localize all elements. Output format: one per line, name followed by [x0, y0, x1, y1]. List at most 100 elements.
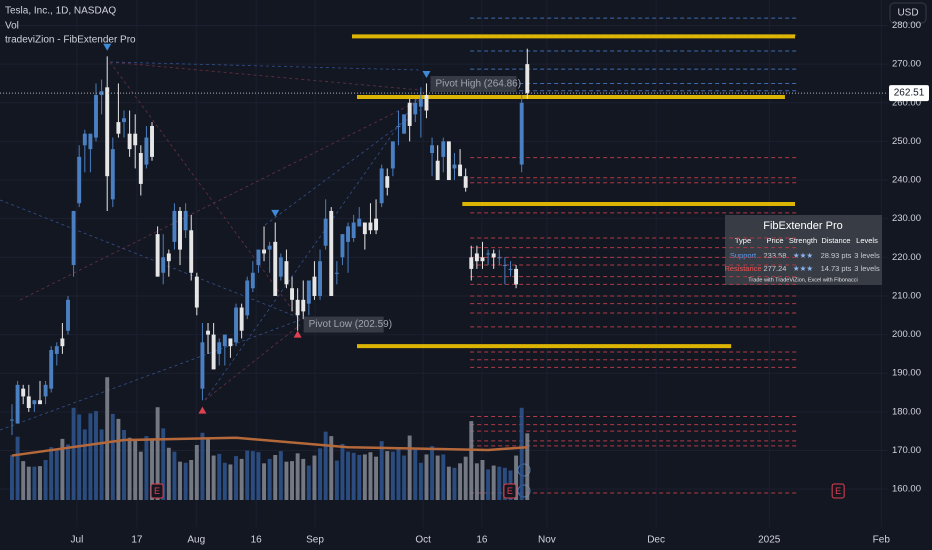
volume-bar — [60, 438, 65, 500]
candle-body — [172, 210, 177, 242]
volume-bar — [206, 439, 210, 500]
candle-body — [368, 222, 373, 231]
volume-bar — [222, 462, 227, 500]
candle-body — [480, 257, 485, 262]
event-label: E — [507, 486, 513, 496]
candle-body — [127, 133, 132, 150]
volume-bar — [357, 455, 362, 500]
candle-body — [290, 288, 295, 300]
y-tick-label: 270.00 — [892, 59, 921, 70]
volume-bar — [525, 433, 530, 500]
symbol-title: Tesla, Inc., 1D, NASDAQ — [5, 6, 116, 17]
volume-bar — [211, 455, 216, 500]
volume-bar — [183, 462, 188, 500]
volume-bar — [390, 451, 395, 500]
table-header: Type — [735, 236, 751, 245]
volume-bar — [116, 418, 121, 500]
candle-body — [155, 234, 160, 277]
candle-body — [362, 222, 367, 235]
volume-bar — [178, 461, 182, 500]
table-cell: 3 levels — [854, 251, 880, 260]
candle-body — [334, 272, 339, 274]
candle-body — [402, 114, 407, 134]
candle-body — [424, 95, 429, 111]
x-tick-label: 2025 — [758, 535, 781, 546]
y-tick-label: 230.00 — [892, 213, 921, 224]
candle-body — [497, 257, 502, 259]
y-tick-label: 280.00 — [892, 20, 921, 31]
volume-bar — [250, 451, 255, 500]
volume-bar — [323, 431, 328, 500]
candle-body — [514, 268, 519, 285]
candle-body — [150, 125, 154, 157]
volume-bar — [306, 465, 311, 500]
volume-bar — [82, 429, 87, 500]
candle-body — [329, 210, 334, 296]
table-header: Levels — [856, 236, 878, 245]
candle-body — [284, 261, 289, 285]
candle-body — [413, 102, 418, 115]
candle-body — [217, 342, 222, 354]
candle-body — [99, 91, 104, 96]
volume-bar — [424, 454, 429, 500]
volume-bar — [21, 461, 26, 500]
candle-body — [49, 350, 54, 389]
candle-body — [122, 118, 126, 123]
pivot-high-marker — [422, 70, 431, 78]
volume-bar — [452, 467, 457, 500]
volume-bar — [43, 460, 48, 500]
volume-bar — [402, 455, 407, 500]
event-label: E — [154, 486, 160, 496]
volume-bar — [278, 451, 283, 500]
volume-bar — [10, 455, 14, 500]
candle-body — [519, 102, 524, 165]
table-cell: 233.58 — [764, 251, 787, 260]
table-cell: 277.24 — [764, 264, 787, 273]
x-tick-label: Sep — [306, 535, 324, 546]
volume-bar — [385, 451, 390, 500]
volume-bar — [312, 455, 317, 500]
fib-fan-lines — [0, 61, 421, 431]
volume-bar — [396, 448, 401, 500]
volume-bar — [88, 413, 93, 500]
candle-body — [351, 222, 356, 238]
currency[interactable]: USD — [897, 8, 918, 19]
candle-body — [189, 230, 194, 273]
volume-bar — [54, 450, 59, 500]
table-background — [725, 215, 882, 285]
candle-body — [15, 384, 20, 424]
x-tick-label: 16 — [251, 535, 263, 546]
event-marker[interactable] — [503, 483, 517, 499]
event-marker[interactable] — [831, 483, 845, 499]
table-cell: ★★★ — [793, 251, 813, 260]
candle-body — [340, 234, 345, 258]
candle-body — [318, 261, 323, 296]
last-price-tag — [889, 85, 929, 102]
table-title: FibExtender Pro — [763, 220, 842, 232]
x-tick-label: Aug — [187, 535, 205, 546]
y-tick-label: 200.00 — [892, 329, 921, 340]
volume-bar — [374, 456, 379, 500]
volume-bar — [301, 458, 306, 500]
volume-bar — [262, 463, 266, 500]
volume-bar — [26, 466, 31, 500]
candle-body — [161, 257, 166, 273]
candle-body — [452, 164, 457, 169]
pivot-label-bg — [303, 316, 384, 333]
candle-body — [306, 280, 311, 304]
volume-bar — [228, 464, 233, 500]
volume-bar — [105, 377, 110, 500]
currency-button[interactable] — [889, 2, 927, 24]
volume-bar — [340, 443, 345, 500]
volume-bar — [458, 463, 463, 500]
candle-body — [250, 272, 255, 289]
candle-body — [178, 210, 182, 250]
event-marker[interactable] — [150, 483, 164, 499]
volume-bar — [368, 452, 373, 500]
volume-bar — [435, 455, 440, 500]
pivot-high-marker — [271, 209, 280, 217]
candle-body — [390, 141, 395, 169]
pivot-low-marker — [293, 330, 302, 338]
candle-body — [194, 276, 199, 308]
candle-body — [262, 249, 266, 254]
